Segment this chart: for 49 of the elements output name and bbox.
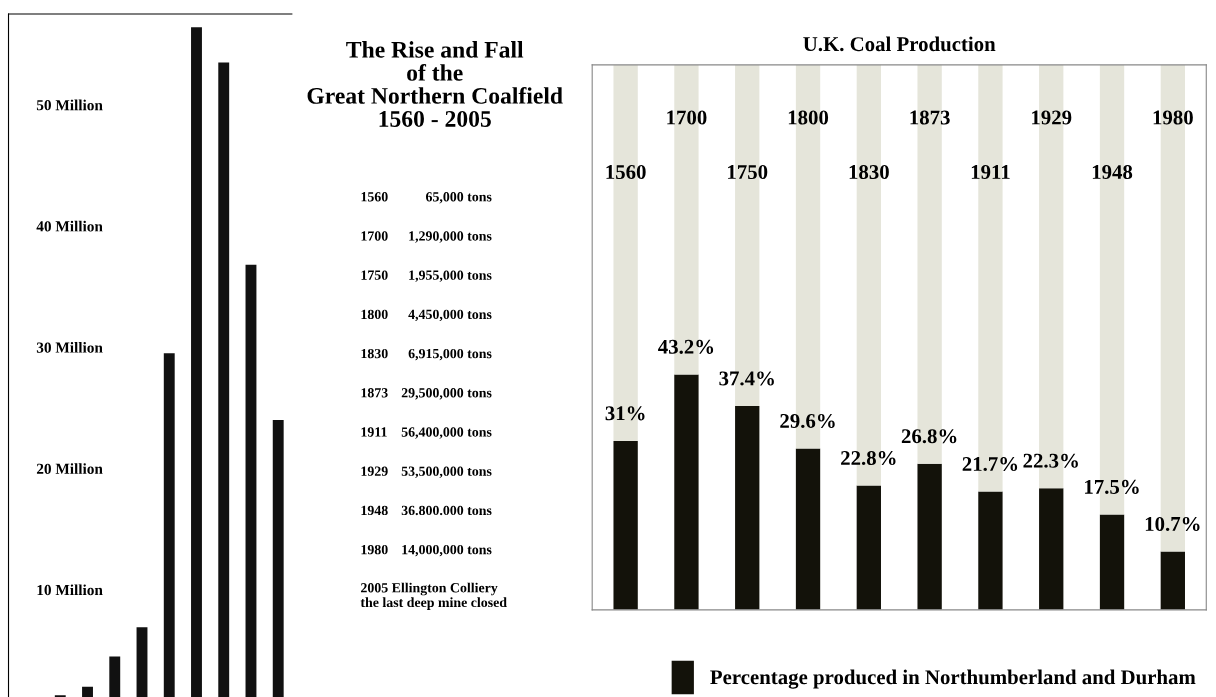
y-tick-label: 50 Million [36,99,103,111]
category-label: 1911 [971,165,1010,180]
bar [674,374,699,610]
data-label: 43.2% [658,339,714,354]
chart-title: U.K. Coal Production [803,36,996,52]
category-label: 1980 [1153,110,1193,125]
category-label: 1560 [606,164,646,180]
bar [735,406,760,610]
y-tick-label: 40 Million [36,220,103,232]
data-label: 17.5% [1085,479,1139,494]
text: 1700 1,290,000 tons [361,231,492,243]
data-label: 22.8% [841,450,896,466]
bar [1160,551,1185,610]
data-label: 10.7% [1145,516,1200,532]
bar [1039,488,1064,610]
bar [856,485,881,610]
text: 1929 53,500,000 tons [361,466,492,478]
text: 1873 29,500,000 tons [361,388,492,400]
text: The Rise and Fall of the Great Northern Coalfield 1560 - 2005 [307,41,563,127]
bar [1099,514,1125,610]
text: 1750 1,955,000 tons [361,270,492,282]
bar [917,463,942,610]
data-label: 26.8% [901,429,957,444]
text: 1948 36.800.000 tons [361,505,492,516]
text: 1560 65,000 tons [361,192,492,204]
text: 2005 Ellington Colliery the last deep mine closed [360,582,507,610]
y-tick-label: 30 Million [36,341,103,353]
category-label: 1948 [1092,164,1133,180]
text: 1830 6,915,000 tons [361,348,492,361]
data-label: 22.3% [1023,453,1078,468]
data-label: 31% [605,406,645,421]
category-label: 1873 [910,110,950,125]
text: 1800 4,450,000 tons [361,309,492,322]
text: 1911 56,400,000 tons [361,427,492,439]
y-tick-label: 10 Million [37,584,103,596]
text: 1980 14,000,000 tons [361,544,492,557]
category-label: 1750 [728,164,768,180]
data-label: 21.7% [962,456,1018,472]
category-label: 1700 [667,110,707,125]
category-label: 1830 [849,164,889,180]
category-label: 1929 [1032,110,1072,125]
bar [795,448,821,610]
legend-label: Percentage produced in Northumberland and Durham [710,669,1196,689]
data-label: 37.4% [719,371,774,386]
bar [613,440,638,610]
bar [978,491,1003,610]
y-tick-label: 20 Million [36,463,103,474]
category-label: 1800 [788,110,829,125]
data-label: 29.6% [780,413,835,429]
